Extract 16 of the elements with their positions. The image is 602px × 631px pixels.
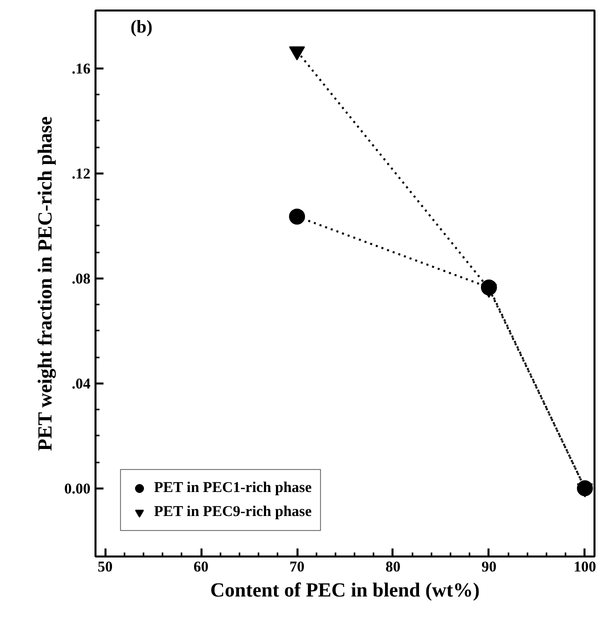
x-tick-label: 80 bbox=[385, 560, 400, 576]
y-tick-label: .04 bbox=[72, 376, 91, 392]
y-tick-label: .16 bbox=[72, 61, 91, 78]
y-tick-label: 0.00 bbox=[64, 481, 90, 498]
y-axis-title: PET weight fraction in PEC-rich phase bbox=[34, 116, 56, 451]
x-axis-title: Content of PEC in blend (wt%) bbox=[210, 580, 480, 602]
x-tick-label: 90 bbox=[481, 560, 496, 576]
y-tick-label: .08 bbox=[72, 271, 90, 288]
legend-label: PET in PEC9-rich phase bbox=[154, 504, 312, 520]
x-tick-label: 60 bbox=[194, 560, 209, 576]
annotation: (b) bbox=[130, 16, 153, 36]
legend-label: PET in PEC1-rich phase bbox=[154, 480, 312, 496]
y-tick-label: .12 bbox=[72, 166, 90, 182]
x-tick-label: 100 bbox=[574, 560, 596, 576]
x-tick-label: 50 bbox=[98, 560, 113, 576]
x-tick-label: 70 bbox=[290, 560, 305, 576]
